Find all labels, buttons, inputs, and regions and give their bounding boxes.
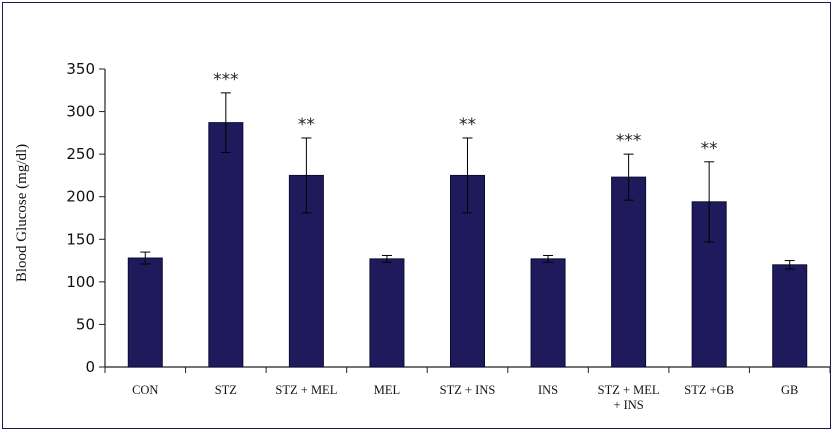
- y-tick-label: 50: [76, 315, 95, 333]
- bar: [127, 257, 163, 368]
- bar: [530, 258, 566, 368]
- bar: [208, 122, 244, 368]
- bars: [127, 122, 808, 368]
- significance-mark: ***: [616, 131, 642, 151]
- x-tick-label: CON: [132, 383, 158, 397]
- significance-mark: **: [298, 115, 315, 135]
- y-ticks: 0 50 100 150 200 250 300 350: [66, 60, 105, 376]
- significance-mark: **: [701, 139, 718, 159]
- y-tick-label: 350: [66, 60, 95, 78]
- significance-marks: ***** ***** **: [213, 70, 718, 159]
- x-tick-labels: CON STZ STZ + MEL MEL STZ + INS INS STZ + MEL+…: [132, 383, 798, 412]
- x-tick-label: STZ +GB: [684, 383, 734, 397]
- y-tick-label: 150: [66, 230, 95, 248]
- y-tick-label: 300: [66, 103, 95, 121]
- x-tick-label: STZ + MEL: [275, 383, 337, 397]
- chart-frame: 0 50 100 150 200 250 300 350 *** ** ** *** ** CON ST…: [2, 2, 831, 429]
- y-tick-label: 0: [85, 358, 95, 376]
- x-tick-label: INS: [538, 383, 558, 397]
- y-tick-label: 250: [66, 145, 95, 163]
- bar: [369, 258, 405, 368]
- bar: [450, 174, 485, 368]
- y-tick-label: 200: [66, 188, 95, 206]
- error-bars: [140, 92, 795, 270]
- x-tick-label: STZ + MEL: [598, 383, 660, 397]
- significance-mark: **: [459, 115, 476, 135]
- y-axis-label: Blood Glucose (mg/dl): [14, 144, 30, 282]
- significance-mark: ***: [213, 70, 239, 90]
- x-tick-label: MEL: [374, 383, 400, 397]
- bar: [611, 176, 647, 368]
- x-tick-label: GB: [781, 383, 798, 397]
- x-tick-label: + INS: [613, 398, 643, 412]
- x-tick-label: STZ: [215, 383, 237, 397]
- x-tick-label: STZ + INS: [440, 383, 496, 397]
- y-tick-label: 100: [66, 273, 95, 291]
- bar: [772, 264, 808, 368]
